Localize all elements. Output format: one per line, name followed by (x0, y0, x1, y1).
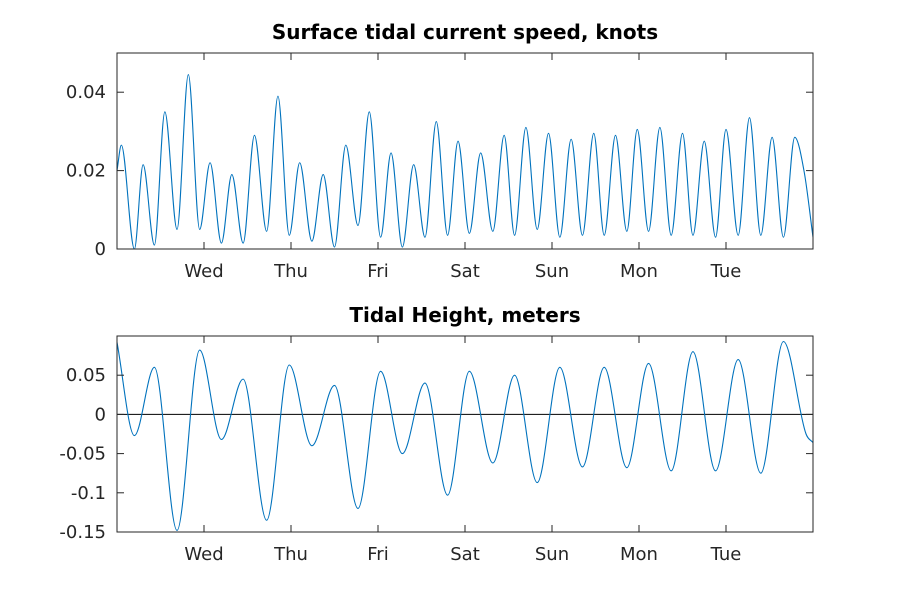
x-tick-label: Sun (535, 544, 569, 565)
x-tick-label: Mon (620, 261, 658, 282)
y-tick-label: -0.05 (59, 444, 106, 465)
series-line-0 (116, 340, 814, 531)
current-speed-chart-title: Surface tidal current speed, knots (272, 20, 658, 44)
x-tick-label: Mon (620, 544, 658, 565)
x-tick-label: Wed (184, 261, 223, 282)
x-tick-label: Thu (273, 261, 308, 282)
x-tick-label: Wed (184, 544, 223, 565)
tidal-height-chart-title: Tidal Height, meters (349, 303, 580, 327)
x-tick-label: Sun (535, 261, 569, 282)
y-tick-label: 0 (95, 404, 106, 425)
x-tick-label: Tue (710, 544, 742, 565)
y-tick-label: 0 (95, 239, 106, 260)
x-tick-label: Thu (273, 544, 308, 565)
current-speed-chart: Surface tidal current speed, knots Wed Th… (66, 20, 814, 282)
x-tick-label: Sat (450, 261, 480, 282)
x-tick-label: Fri (367, 544, 388, 565)
x-tick-label: Tue (710, 261, 742, 282)
tidal-height-chart: Tidal Height, meters Wed Thu Fri Sat Sun Mon T… (59, 303, 814, 565)
y-tick-label: -0.15 (59, 522, 106, 543)
axes-box (116, 335, 814, 533)
x-tick-label: Sat (450, 544, 480, 565)
y-tick-label: 0.05 (66, 365, 106, 386)
axes-box (116, 52, 814, 250)
y-tick-label: 0.02 (66, 161, 106, 182)
y-tick-label: -0.1 (71, 483, 106, 504)
x-tick-label: Fri (367, 261, 388, 282)
y-tick-label: 0.04 (66, 82, 106, 103)
series-line-0 (116, 74, 814, 250)
